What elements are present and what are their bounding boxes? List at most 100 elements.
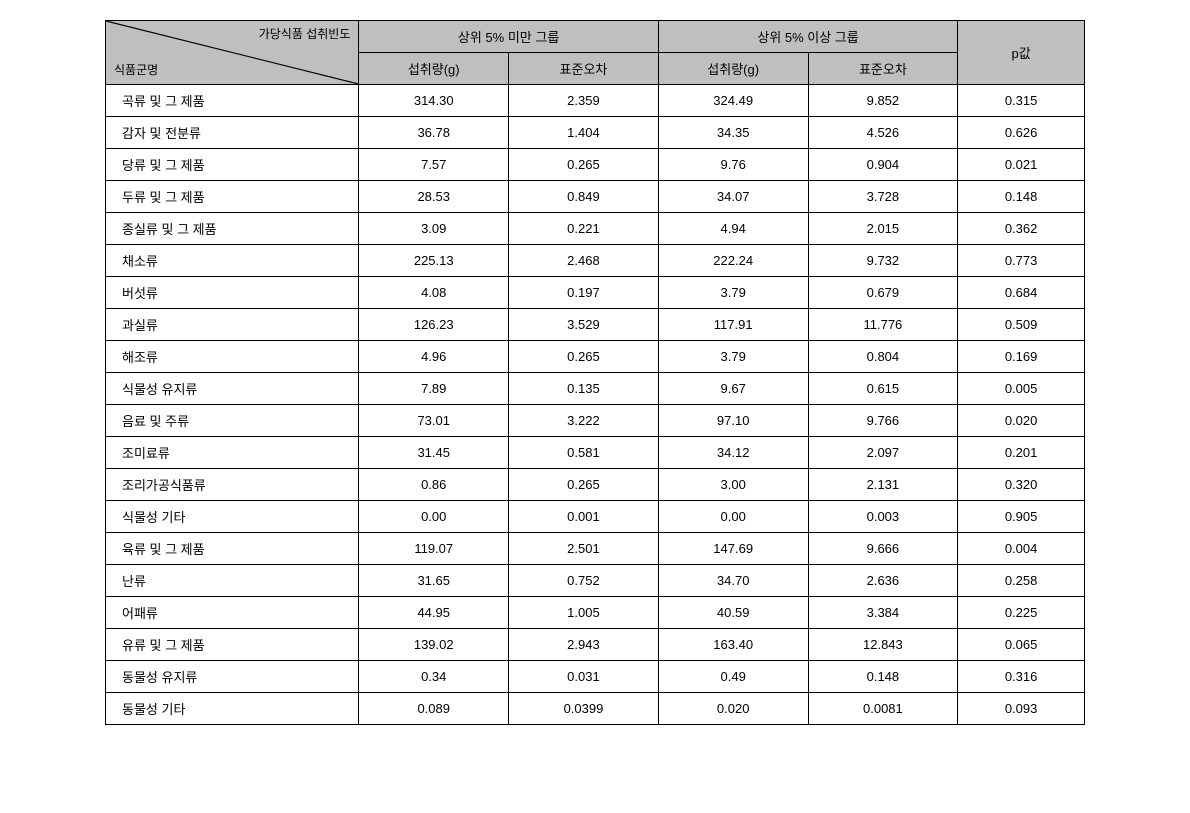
group1-intake-cell: 4.96 [359, 341, 509, 373]
group2-intake-cell: 0.020 [658, 693, 808, 725]
group1-sd-cell: 0.265 [509, 341, 659, 373]
group1-sd-cell: 0.849 [509, 181, 659, 213]
group2-sd-cell: 0.148 [808, 661, 958, 693]
food-group-label: 당류 및 그 제품 [106, 149, 359, 181]
group1-sd-cell: 0.752 [509, 565, 659, 597]
group1-intake-cell: 225.13 [359, 245, 509, 277]
table-row: 어패류44.951.00540.593.3840.225 [106, 597, 1085, 629]
group1-sd-cell: 2.501 [509, 533, 659, 565]
group2-sd-cell: 9.732 [808, 245, 958, 277]
table-row: 식물성 유지류7.890.1359.670.6150.005 [106, 373, 1085, 405]
group1-intake-cell: 28.53 [359, 181, 509, 213]
group1-header: 상위 5% 미만 그룹 [359, 21, 658, 53]
diagonal-bottom-label: 식품군명 [114, 61, 158, 78]
food-group-label: 곡류 및 그 제품 [106, 85, 359, 117]
group1-sd-cell: 0.581 [509, 437, 659, 469]
group2-sd-cell: 3.728 [808, 181, 958, 213]
pvalue-cell: 0.773 [958, 245, 1085, 277]
food-group-label: 두류 및 그 제품 [106, 181, 359, 213]
group2-sd-cell: 9.766 [808, 405, 958, 437]
group2-sd-cell: 0.804 [808, 341, 958, 373]
group1-intake-cell: 0.00 [359, 501, 509, 533]
group1-sd-cell: 0.221 [509, 213, 659, 245]
table-row: 식물성 기타0.000.0010.000.0030.905 [106, 501, 1085, 533]
group2-intake-cell: 4.94 [658, 213, 808, 245]
group1-sd-cell: 0.135 [509, 373, 659, 405]
pvalue-cell: 0.684 [958, 277, 1085, 309]
group1-sd-cell: 2.468 [509, 245, 659, 277]
group2-sd-cell: 11.776 [808, 309, 958, 341]
group2-intake-cell: 222.24 [658, 245, 808, 277]
group1-sd-header: 표준오차 [509, 53, 659, 85]
group2-header: 상위 5% 이상 그룹 [658, 21, 957, 53]
pvalue-cell: 0.201 [958, 437, 1085, 469]
pvalue-cell: 0.225 [958, 597, 1085, 629]
food-group-label: 어패류 [106, 597, 359, 629]
group2-intake-cell: 97.10 [658, 405, 808, 437]
group2-sd-cell: 12.843 [808, 629, 958, 661]
group1-intake-cell: 73.01 [359, 405, 509, 437]
group2-intake-cell: 3.79 [658, 277, 808, 309]
table-row: 동물성 유지류0.340.0310.490.1480.316 [106, 661, 1085, 693]
table-row: 동물성 기타0.0890.03990.0200.00810.093 [106, 693, 1085, 725]
pvalue-cell: 0.626 [958, 117, 1085, 149]
diagonal-top-label: 가당식품 섭취빈도 [259, 25, 351, 42]
pvalue-cell: 0.316 [958, 661, 1085, 693]
group2-sd-cell: 4.526 [808, 117, 958, 149]
group2-intake-cell: 40.59 [658, 597, 808, 629]
food-group-label: 감자 및 전분류 [106, 117, 359, 149]
group1-sd-cell: 2.943 [509, 629, 659, 661]
group1-intake-cell: 7.57 [359, 149, 509, 181]
group2-intake-cell: 0.49 [658, 661, 808, 693]
food-group-label: 식물성 유지류 [106, 373, 359, 405]
food-group-label: 난류 [106, 565, 359, 597]
group2-sd-cell: 2.015 [808, 213, 958, 245]
group1-intake-cell: 119.07 [359, 533, 509, 565]
group2-sd-cell: 2.131 [808, 469, 958, 501]
food-group-label: 과실류 [106, 309, 359, 341]
group2-intake-cell: 117.91 [658, 309, 808, 341]
group1-sd-cell: 1.404 [509, 117, 659, 149]
group2-intake-cell: 3.00 [658, 469, 808, 501]
group2-sd-cell: 0.003 [808, 501, 958, 533]
group1-sd-cell: 2.359 [509, 85, 659, 117]
group2-intake-cell: 34.12 [658, 437, 808, 469]
group2-intake-cell: 147.69 [658, 533, 808, 565]
group1-intake-cell: 31.45 [359, 437, 509, 469]
group1-intake-cell: 139.02 [359, 629, 509, 661]
group1-sd-cell: 0.031 [509, 661, 659, 693]
food-group-label: 유류 및 그 제품 [106, 629, 359, 661]
group2-sd-cell: 0.679 [808, 277, 958, 309]
table-row: 육류 및 그 제품119.072.501147.699.6660.004 [106, 533, 1085, 565]
group1-sd-cell: 0.265 [509, 469, 659, 501]
group1-intake-cell: 0.089 [359, 693, 509, 725]
group1-intake-cell: 7.89 [359, 373, 509, 405]
pvalue-cell: 0.148 [958, 181, 1085, 213]
table-row: 당류 및 그 제품7.570.2659.760.9040.021 [106, 149, 1085, 181]
group1-sd-cell: 0.265 [509, 149, 659, 181]
food-group-table-container: 가당식품 섭취빈도 식품군명 상위 5% 미만 그룹 상위 5% 이상 그룹 p… [105, 20, 1085, 725]
table-row: 두류 및 그 제품28.530.84934.073.7280.148 [106, 181, 1085, 213]
food-group-label: 동물성 기타 [106, 693, 359, 725]
table-row: 조리가공식품류0.860.2653.002.1310.320 [106, 469, 1085, 501]
table-row: 채소류225.132.468222.249.7320.773 [106, 245, 1085, 277]
group1-sd-cell: 0.0399 [509, 693, 659, 725]
group1-sd-cell: 1.005 [509, 597, 659, 629]
pvalue-cell: 0.315 [958, 85, 1085, 117]
group2-intake-cell: 9.76 [658, 149, 808, 181]
group1-intake-header: 섭취량(g) [359, 53, 509, 85]
pvalue-cell: 0.004 [958, 533, 1085, 565]
table-row: 해조류4.960.2653.790.8040.169 [106, 341, 1085, 373]
pvalue-cell: 0.905 [958, 501, 1085, 533]
food-group-label: 조리가공식품류 [106, 469, 359, 501]
table-row: 종실류 및 그 제품3.090.2214.942.0150.362 [106, 213, 1085, 245]
table-row: 곡류 및 그 제품314.302.359324.499.8520.315 [106, 85, 1085, 117]
food-group-label: 버섯류 [106, 277, 359, 309]
group1-sd-cell: 3.222 [509, 405, 659, 437]
group1-intake-cell: 36.78 [359, 117, 509, 149]
pvalue-cell: 0.021 [958, 149, 1085, 181]
group1-sd-cell: 0.001 [509, 501, 659, 533]
group2-sd-header: 표준오차 [808, 53, 958, 85]
table-row: 유류 및 그 제품139.022.943163.4012.8430.065 [106, 629, 1085, 661]
group1-sd-cell: 0.197 [509, 277, 659, 309]
